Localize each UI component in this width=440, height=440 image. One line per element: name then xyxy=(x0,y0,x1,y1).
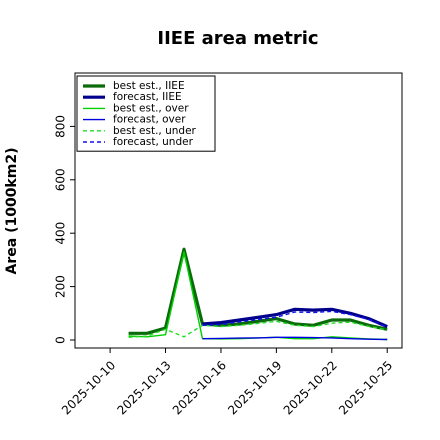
series-line-0 xyxy=(128,247,388,335)
y-tick-label: 0 xyxy=(54,336,68,344)
legend-label: best est., over xyxy=(113,102,189,114)
y-tick-label: 600 xyxy=(54,168,68,191)
legend-label: forecast, under xyxy=(113,136,194,148)
x-tick-label: 2025-10-25 xyxy=(336,358,395,417)
legend-label: forecast, over xyxy=(113,114,186,126)
series-line-5 xyxy=(202,310,388,328)
x-tick-label: 2025-10-16 xyxy=(170,358,229,417)
x-tick-label: 2025-10-10 xyxy=(59,358,118,417)
legend-box xyxy=(76,75,216,152)
y-axis-label: Area (1000km2) xyxy=(4,148,20,275)
series-line-3 xyxy=(202,336,388,341)
series-layer xyxy=(128,247,388,341)
x-tick-label: 2025-10-19 xyxy=(225,358,284,417)
x-tick-label: 2025-10-22 xyxy=(281,358,340,417)
plot-area xyxy=(74,72,403,349)
series-line-4 xyxy=(128,320,388,338)
y-tick-label: 200 xyxy=(54,275,68,298)
x-tick-label: 2025-10-13 xyxy=(114,358,173,417)
chart-title: IIEE area metric xyxy=(157,28,318,49)
legend-label: best est., under xyxy=(113,125,197,137)
series-line-1 xyxy=(202,307,388,329)
legend-label: best est., IIEE xyxy=(113,80,185,92)
y-tick-label: 800 xyxy=(54,115,68,138)
series-line-2 xyxy=(128,251,388,341)
x-axis: 2025-10-102025-10-132025-10-162025-10-19… xyxy=(59,348,395,417)
y-tick-label: 400 xyxy=(54,222,68,245)
legend-label: forecast, IIEE xyxy=(113,91,182,103)
y-axis: 0 200 400 600 800 xyxy=(54,115,75,344)
